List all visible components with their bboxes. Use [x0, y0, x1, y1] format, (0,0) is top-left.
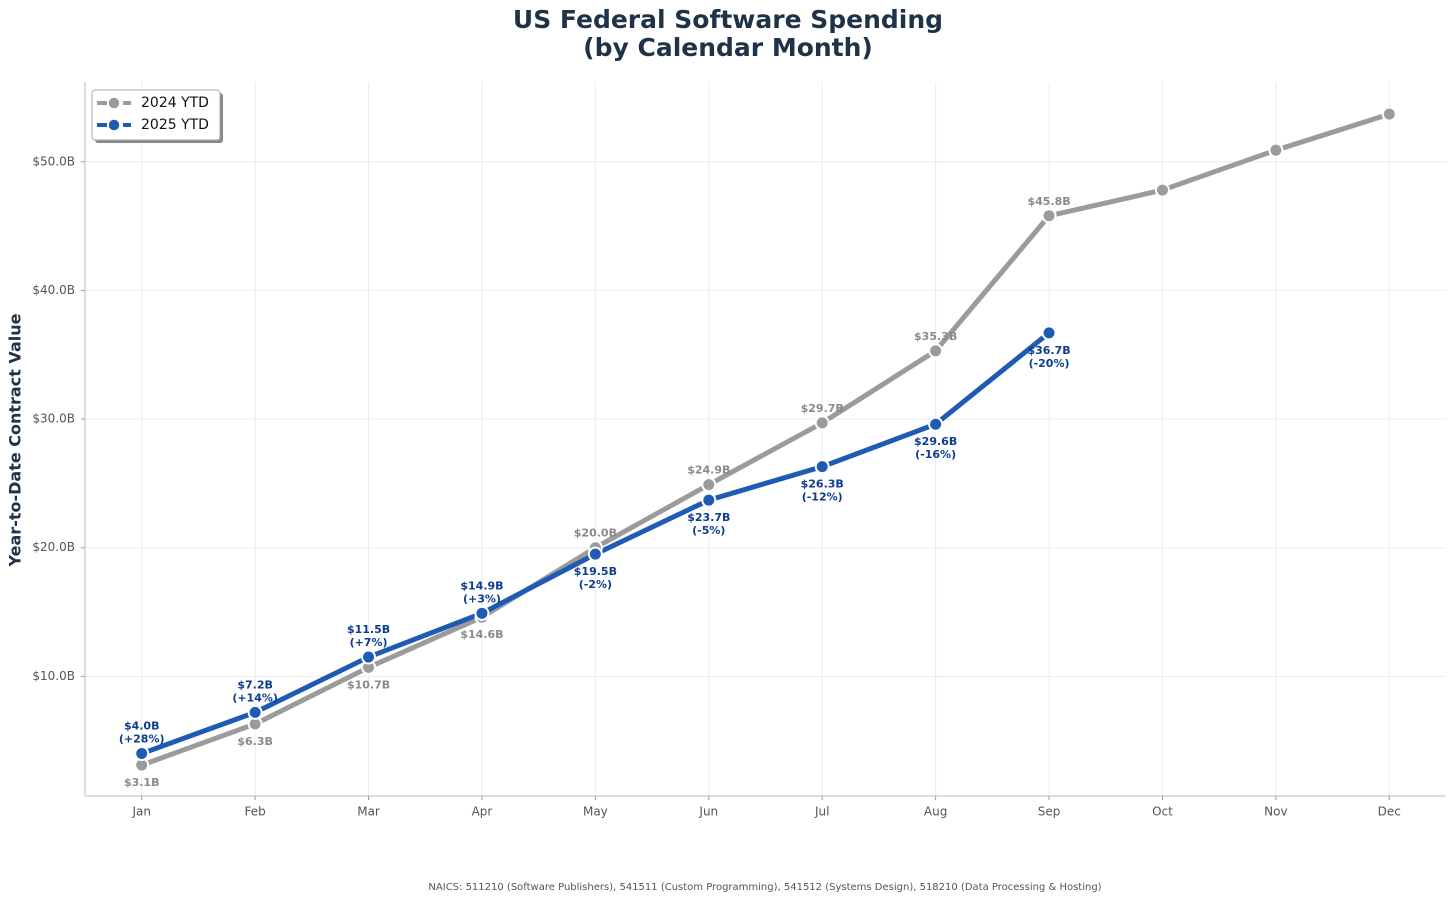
point	[814, 459, 830, 475]
point	[701, 477, 717, 493]
legend-label: 2025 YTD	[141, 117, 209, 133]
legend: 2024 YTD 2025 YTD	[91, 89, 223, 143]
value-label: $11.5B	[347, 623, 390, 636]
point	[1041, 325, 1057, 341]
change-label: (-16%)	[915, 448, 956, 461]
point	[361, 649, 377, 665]
point	[474, 605, 490, 621]
y-tick-label: $40.0B	[32, 283, 75, 297]
value-label: $45.8B	[1027, 195, 1070, 208]
chart-title: US Federal Software Spending	[513, 5, 943, 34]
value-label: $14.6B	[460, 628, 503, 641]
legend-label: 2024 YTD	[141, 95, 209, 111]
change-label: (-5%)	[692, 524, 725, 537]
point	[134, 746, 150, 762]
change-label: (+28%)	[119, 733, 165, 746]
y-tick-label: $10.0B	[32, 669, 75, 683]
x-tick-label: Apr	[472, 805, 493, 819]
value-label: $7.2B	[237, 678, 273, 691]
point	[928, 416, 944, 432]
x-tick-label: Sep	[1038, 805, 1061, 819]
point	[587, 546, 603, 562]
value-label: $29.6B	[914, 435, 957, 448]
x-tick-label: Oct	[1152, 805, 1173, 819]
point	[701, 492, 717, 508]
value-label: $3.1B	[124, 776, 160, 789]
y-tick-label: $50.0B	[32, 154, 75, 168]
x-tick-label: Dec	[1378, 805, 1401, 819]
value-label: $19.5B	[574, 565, 617, 578]
value-label: $10.7B	[347, 678, 390, 691]
y-tick-label: $30.0B	[32, 412, 75, 426]
footnote: NAICS: 511210 (Software Publishers), 541…	[428, 882, 1101, 893]
change-label: (-20%)	[1029, 357, 1070, 370]
value-label: $20.0B	[574, 527, 617, 540]
y-tick-label: $20.0B	[32, 540, 75, 554]
value-label: $26.3B	[801, 478, 844, 491]
legend-marker	[107, 118, 121, 132]
value-label: $4.0B	[124, 720, 160, 733]
x-tick-label: May	[583, 805, 608, 819]
value-label: $24.9B	[687, 464, 730, 477]
x-tick-label: Mar	[357, 805, 380, 819]
point	[814, 415, 830, 431]
x-tick-label: Feb	[245, 805, 266, 819]
point	[928, 343, 944, 359]
grid: $10.0B $20.0B $30.0B $40.0B $50.0B Jan Feb Mar A…	[32, 82, 1446, 819]
series-line	[140, 111, 1391, 768]
x-tick-label: Jan	[131, 805, 151, 819]
x-tick-label: Aug	[924, 805, 947, 819]
value-label: $35.3B	[914, 330, 957, 343]
change-label: (-2%)	[579, 578, 612, 591]
x-tick-label: Jun	[698, 805, 718, 819]
x-tick-label: Jul	[814, 805, 829, 819]
value-label: $6.3B	[237, 735, 273, 748]
value-label: $14.9B	[460, 579, 503, 592]
value-label: $23.7B	[687, 511, 730, 524]
point	[1041, 208, 1057, 224]
change-label: (+14%)	[232, 691, 278, 704]
change-label: (+3%)	[463, 592, 501, 605]
x-tick-label: Nov	[1264, 805, 1287, 819]
plot: $3.1B $6.3B $10.7B $14.6B $20.0B $24.9B $29.7B…	[119, 106, 1397, 789]
change-label: (-12%)	[802, 491, 843, 504]
chart-subtitle: (by Calendar Month)	[583, 33, 873, 62]
point	[1381, 106, 1397, 122]
point	[1268, 142, 1284, 158]
legend-marker	[107, 96, 121, 110]
value-label: $29.7B	[801, 402, 844, 415]
value-label: $36.7B	[1027, 344, 1070, 357]
point	[247, 704, 263, 720]
point	[1154, 182, 1170, 198]
change-label: (+7%)	[350, 636, 388, 649]
y-axis-label: Year-to-Date Contract Value	[6, 313, 25, 567]
